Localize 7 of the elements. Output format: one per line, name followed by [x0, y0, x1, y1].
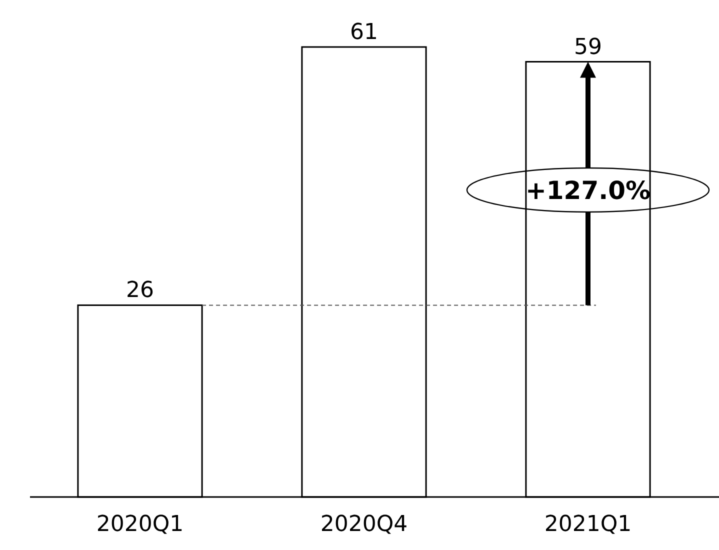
data-label: 59 [574, 34, 602, 60]
data-label: 26 [126, 278, 154, 304]
annotation: +127.0% [525, 176, 651, 205]
x-tick-label: 2020Q4 [320, 512, 408, 537]
data-label: 61 [350, 20, 378, 45]
x-tick-label: 2021Q1 [544, 512, 632, 537]
x-tick-label: 2020Q1 [96, 512, 184, 537]
